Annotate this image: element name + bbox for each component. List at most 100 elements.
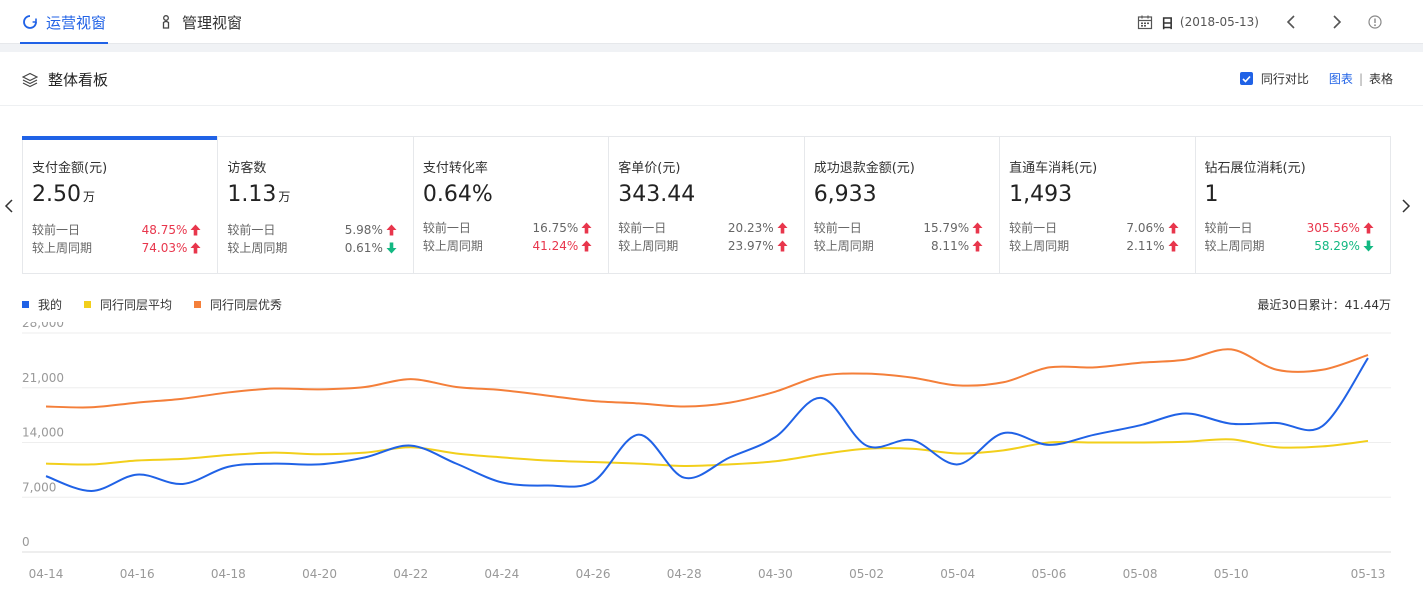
arrow-up-icon (777, 222, 788, 234)
carousel-prev-button[interactable] (3, 198, 15, 214)
metric-compare-row: 较前一日 48.75% (32, 221, 217, 239)
arrow-up-icon (386, 224, 397, 236)
panel-header: 整体看板 同行对比 图表 | 表格 (0, 52, 1423, 106)
metric-compare-row: 较上周同期 8.11% (814, 237, 999, 255)
compare-checkbox[interactable] (1239, 72, 1253, 85)
series-line-peer-excellent (45, 348, 1369, 409)
compare-label: 较前一日 (227, 223, 276, 237)
info-icon (1368, 15, 1382, 29)
compare-percent: 7.06% (1126, 221, 1165, 235)
info-button[interactable] (1367, 14, 1383, 30)
compare-percent: 0.61% (344, 241, 383, 255)
y-tick-label: 28,000 (22, 322, 64, 330)
compare-percent: 48.75% (141, 223, 188, 237)
arrow-up-icon (581, 222, 592, 234)
metric-card[interactable]: 支付金额(元) 2.50 万较前一日 48.75% 较上周同期 74.03% (21, 136, 219, 273)
arrow-up-icon (1168, 222, 1179, 234)
view-table-link[interactable]: 表格 (1368, 72, 1393, 86)
x-tick-label: 04-26 (576, 567, 611, 581)
chevron-left-icon (1286, 15, 1295, 29)
view-chart-link[interactable]: 图表 (1328, 72, 1353, 86)
metric-value: 1.13 万 (227, 182, 291, 207)
series-line-peer-average (45, 438, 1369, 467)
compare-label: 较前一日 (1009, 221, 1058, 235)
total-30-days: 最近30日累计：41.44万 (1257, 298, 1391, 312)
legend-item-peer-excellent[interactable]: 同行同层优秀 (194, 296, 282, 313)
x-tick-label: 04-20 (302, 567, 337, 581)
metric-cards: 支付金额(元) 2.50 万较前一日 48.75% 较上周同期 74.03% 访客数 1.13… (21, 136, 1391, 274)
metric-compare-row: 较上周同期 2.11% (1009, 237, 1194, 255)
compare-label: 较上周同期 (1009, 239, 1070, 253)
metric-card[interactable]: 访客数 1.13 万较前一日 5.98% 较上周同期 0.61% (218, 137, 414, 273)
metric-name: 客单价(元) (618, 161, 681, 176)
compare-label: 较上周同期 (813, 239, 874, 253)
tab-management-label: 管理视窗 (182, 13, 243, 32)
panel-title: 整体看板 (21, 69, 108, 90)
compare-percent: 23.97% (727, 239, 774, 253)
arrow-up-icon (1363, 222, 1374, 234)
compare-label: 较上周同期 (422, 239, 483, 253)
compare-label: 较上周同期 (227, 241, 288, 255)
chart-legend: 我的 同行同层平均 同行同层优秀 (22, 296, 304, 313)
x-tick-label: 05-04 (940, 567, 975, 581)
layers-icon (21, 72, 39, 88)
metric-name: 成功退款金额(元) (813, 161, 915, 176)
top-bar: 运营视窗 管理视窗 日 (2018-05-13) (0, 0, 1423, 44)
compare-label: 较前一日 (1204, 221, 1253, 235)
legend-label: 我的 (38, 298, 63, 312)
compare-label: 较前一日 (813, 221, 862, 235)
view-controls: 同行对比 图表 | 表格 (1239, 70, 1393, 87)
compare-percent: 2.11% (1126, 239, 1165, 253)
compare-label: 较上周同期 (1204, 239, 1265, 253)
x-tick-label: 04-30 (758, 567, 793, 581)
x-tick-label: 05-10 (1214, 567, 1249, 581)
carousel-next-button[interactable] (1400, 198, 1412, 214)
date-unit[interactable]: 日 (1160, 16, 1174, 32)
date-selector: 日 (2018-05-13) (1137, 0, 1383, 44)
tab-management[interactable]: 管理视窗 (158, 0, 242, 44)
metric-value: 343.44 (618, 182, 696, 207)
compare-percent: 58.29% (1314, 239, 1360, 253)
x-tick-label: 05-06 (1031, 567, 1066, 581)
chevron-left-icon (4, 199, 13, 213)
metric-name: 支付金额(元) (32, 161, 108, 176)
legend-swatch (84, 301, 92, 308)
metric-card[interactable]: 直通车消耗(元) 1,493 较前一日 7.06% 较上周同期 2.11% (1000, 137, 1196, 273)
metric-name: 直通车消耗(元) (1009, 161, 1098, 176)
metric-card[interactable]: 支付转化率 0.64% 较前一日 16.75% 较上周同期 41.24% (414, 137, 610, 273)
metric-card[interactable]: 钻石展位消耗(元) 1 较前一日 305.56% 较上周同期 58.29% (1196, 137, 1390, 273)
legend-label: 同行同层优秀 (210, 298, 283, 312)
compare-label[interactable]: 同行对比 (1260, 72, 1309, 86)
metric-compare-row: 较前一日 20.23% (618, 219, 803, 237)
metric-compare-row: 较上周同期 0.61% (227, 239, 412, 257)
y-tick-label: 7,000 (22, 480, 56, 494)
metric-compare-row: 较前一日 16.75% (423, 219, 608, 237)
next-date-button[interactable] (1329, 14, 1345, 30)
legend-swatch (194, 301, 202, 308)
compare-percent: 16.75% (532, 221, 579, 235)
prev-date-button[interactable] (1283, 14, 1299, 30)
trend-line-chart: 0 7,000 14,000 21,000 28,000 04-14 04-16 04-18 0… (22, 322, 1391, 581)
compare-percent: 5.98% (344, 223, 383, 237)
metric-unit: 万 (278, 190, 291, 204)
metric-name: 支付转化率 (422, 161, 488, 176)
compare-percent: 41.24% (532, 239, 579, 253)
x-tick-label: 04-18 (211, 567, 246, 581)
compare-percent: 305.56% (1306, 221, 1360, 235)
compare-label: 较前一日 (32, 223, 81, 237)
x-tick-label: 04-28 (667, 567, 702, 581)
x-tick-label: 04-14 (29, 567, 64, 581)
metric-compare-row: 较前一日 15.79% (814, 219, 999, 237)
arrow-up-icon (581, 240, 592, 252)
calendar-icon[interactable] (1137, 14, 1153, 30)
tab-operations-label: 运营视窗 (46, 13, 107, 32)
metric-card[interactable]: 成功退款金额(元) 6,933 较前一日 15.79% 较上周同期 8.11% (805, 137, 1001, 273)
legend-item-peer-average[interactable]: 同行同层平均 (84, 296, 172, 313)
date-value: (2018-05-13) (1179, 15, 1259, 29)
compare-label: 较上周同期 (618, 239, 679, 253)
x-tick-label: 04-22 (393, 567, 428, 581)
compare-label: 较前一日 (422, 221, 471, 235)
metric-card[interactable]: 客单价(元) 343.44 较前一日 20.23% 较上周同期 23.97% (609, 137, 805, 273)
tab-operations[interactable]: 运营视窗 (19, 0, 109, 44)
legend-item-mine[interactable]: 我的 (22, 296, 62, 313)
